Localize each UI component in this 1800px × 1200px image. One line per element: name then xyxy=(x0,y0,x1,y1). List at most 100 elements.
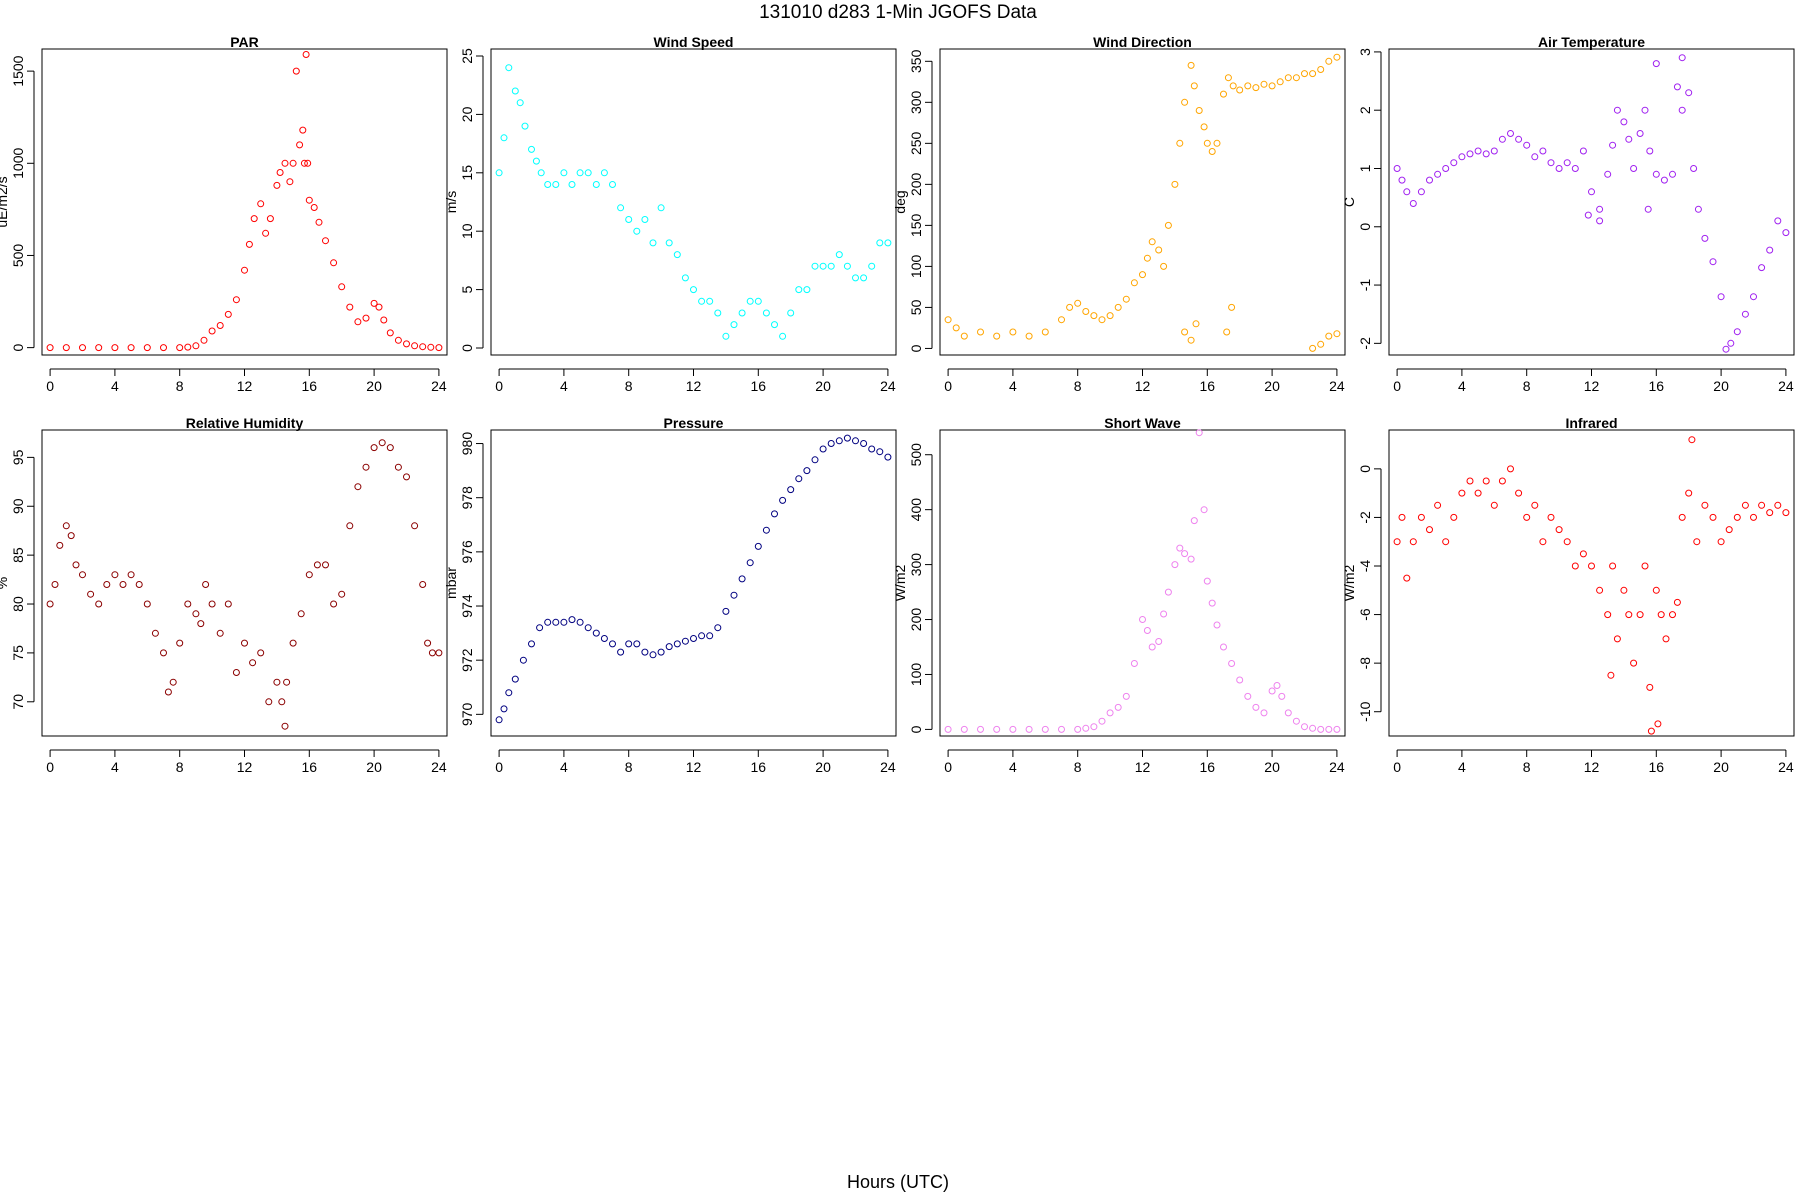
chart-2-y-tick-label: 250 xyxy=(908,131,924,155)
chart-3-point xyxy=(1613,106,1621,114)
chart-5-point xyxy=(649,651,657,659)
chart-2-ylabel: deg xyxy=(892,190,908,213)
chart-3-y-tick-label: 2 xyxy=(1357,106,1373,114)
chart-0-point xyxy=(273,181,281,189)
chart-4-y-tick-label: 95 xyxy=(10,449,26,465)
chart-6-point xyxy=(1143,627,1151,634)
chart-1-point xyxy=(625,216,633,223)
chart-4-point xyxy=(403,473,410,481)
chart-2-x-tick-label: 16 xyxy=(1200,378,1216,394)
chart-3-point xyxy=(1539,147,1547,155)
chart-2-point xyxy=(1122,295,1130,303)
chart-1-point xyxy=(843,262,851,270)
chart-6-point xyxy=(1333,725,1341,733)
chart-4-point xyxy=(119,581,127,588)
chart-4-point xyxy=(164,688,172,696)
chart-5-x-tick-label: 20 xyxy=(815,759,831,775)
chart-5-x-tick-label: 12 xyxy=(686,759,702,775)
chart-3-point xyxy=(1727,339,1735,347)
chart-1-point xyxy=(592,181,600,188)
chart-0-point xyxy=(192,342,200,350)
chart-4-y-tick-label: 85 xyxy=(10,547,26,563)
chart-4-point xyxy=(208,600,216,608)
chart-5-point xyxy=(746,559,754,567)
chart-3-point xyxy=(1563,159,1571,167)
chart-6-point xyxy=(1301,723,1308,731)
chart-1-x-tick-label: 20 xyxy=(815,378,831,394)
chart-2-y-tick-label: 350 xyxy=(908,49,924,73)
chart-3-ylabel: C xyxy=(1341,197,1357,207)
chart-4-point xyxy=(330,600,338,608)
chart-0-point xyxy=(411,342,419,350)
chart-1-point xyxy=(649,239,657,247)
chart-3-point xyxy=(1393,165,1401,172)
chart-0-title: PAR xyxy=(230,34,259,50)
chart-7-point xyxy=(1685,489,1693,497)
figure-xlabel: Hours (UTC) xyxy=(847,1172,949,1192)
chart-0-y-tick-label: 500 xyxy=(10,244,26,268)
chart-3-y-tick-label: -2 xyxy=(1357,337,1373,350)
chart-2-point xyxy=(1160,262,1168,270)
chart-6-point xyxy=(1195,429,1203,437)
chart-4-point xyxy=(289,639,297,647)
chart-7-point xyxy=(1434,501,1442,509)
chart-6-x-tick-label: 12 xyxy=(1135,759,1151,775)
chart-1-point xyxy=(738,309,746,317)
chart-1-point xyxy=(528,145,535,153)
chart-0-x-tick-label: 12 xyxy=(237,378,253,394)
chart-6-point xyxy=(1181,550,1189,558)
chart-5-panel: Pressure mbar 0 4 8 12 16 20 24 970 972 974 976 978 98… xyxy=(443,415,897,775)
chart-3-point xyxy=(1466,150,1474,158)
chart-3-point xyxy=(1609,141,1617,149)
chart-2-point xyxy=(952,324,960,332)
chart-3-point xyxy=(1722,345,1730,353)
chart-2-point xyxy=(1223,328,1231,336)
chart-4-y-tick-label: 90 xyxy=(10,498,26,514)
chart-0-point xyxy=(276,169,284,176)
chart-4-point xyxy=(313,561,321,569)
chart-6-point xyxy=(1160,610,1168,618)
chart-5-point xyxy=(625,640,633,648)
chart-3-point xyxy=(1426,176,1433,184)
chart-3-point xyxy=(1620,118,1628,126)
chart-4-point xyxy=(362,463,370,471)
chart-5-point xyxy=(738,575,746,583)
chart-4-point xyxy=(281,722,289,730)
chart-6-x-tick-label: 0 xyxy=(944,759,952,775)
chart-7-y-tick-label: -10 xyxy=(1357,701,1373,721)
chart-1-point xyxy=(576,169,584,177)
chart-0-point xyxy=(224,310,232,318)
chart-0-point xyxy=(143,344,151,352)
chart-7-point xyxy=(1766,509,1774,517)
chart-1-point xyxy=(657,204,665,212)
chart-5-point xyxy=(544,618,552,626)
chart-7-point xyxy=(1774,501,1782,509)
chart-7-point xyxy=(1579,550,1587,558)
chart-6-point xyxy=(1236,676,1244,684)
chart-7-y-tick-label: 0 xyxy=(1357,465,1373,473)
chart-4-point xyxy=(265,698,273,706)
chart-2-point xyxy=(1220,90,1227,98)
chart-6-y-tick-label: 0 xyxy=(908,725,924,733)
chart-7-point xyxy=(1741,501,1749,509)
chart-5-point xyxy=(827,440,835,447)
chart-1-y-tick-label: 15 xyxy=(459,165,475,181)
chart-0-y-tick-label: 1000 xyxy=(10,148,26,179)
chart-7-point xyxy=(1750,513,1757,521)
chart-0-point xyxy=(208,327,216,335)
chart-5-point xyxy=(803,467,811,475)
chart-4-point xyxy=(435,649,443,657)
chart-4-point xyxy=(192,610,200,618)
chart-7-point xyxy=(1673,598,1681,606)
chart-2-title: Wind Direction xyxy=(1093,34,1192,50)
chart-5-y-tick-label: 974 xyxy=(459,594,475,618)
chart-0-point xyxy=(257,200,265,208)
chart-5-point xyxy=(584,624,592,632)
chart-3-point xyxy=(1555,165,1563,172)
chart-0-point xyxy=(346,303,354,311)
chart-2-y-tick-label: 300 xyxy=(908,90,924,114)
chart-1-point xyxy=(771,321,778,329)
chart-7-point xyxy=(1498,477,1506,485)
chart-4-point xyxy=(354,483,362,491)
